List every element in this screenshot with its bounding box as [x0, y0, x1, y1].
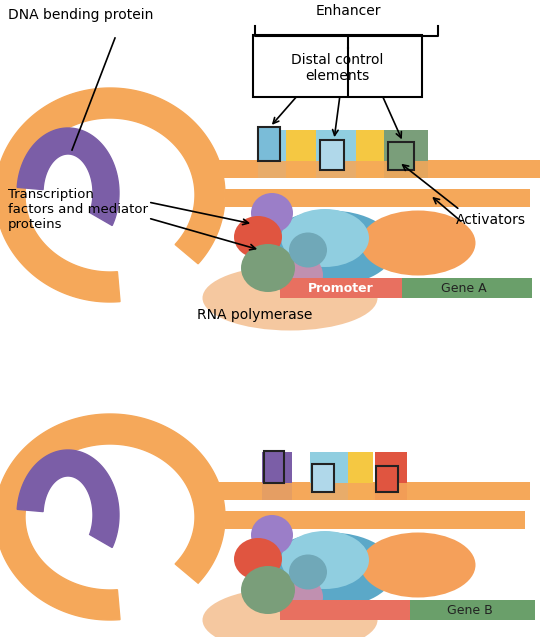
Bar [356, 130, 384, 178]
Ellipse shape [273, 575, 323, 619]
Polygon shape [0, 88, 225, 302]
Ellipse shape [251, 193, 293, 233]
Text: Activators: Activators [456, 213, 526, 227]
Ellipse shape [202, 266, 378, 331]
Bar [316, 130, 356, 178]
Polygon shape [0, 414, 225, 620]
Ellipse shape [281, 209, 369, 267]
Bar [384, 130, 428, 178]
Bar [225, 189, 530, 207]
Bar [215, 160, 540, 178]
Text: Gene A: Gene A [441, 282, 487, 294]
Ellipse shape [265, 533, 395, 608]
Bar [215, 482, 530, 500]
Text: Enhancer: Enhancer [316, 4, 381, 18]
Ellipse shape [273, 253, 323, 297]
Ellipse shape [234, 538, 282, 580]
Bar [375, 452, 407, 500]
Bar [280, 278, 402, 298]
Ellipse shape [241, 566, 295, 614]
FancyBboxPatch shape [264, 451, 284, 483]
Text: Promoter: Promoter [308, 282, 374, 294]
Bar [262, 452, 292, 500]
Ellipse shape [289, 554, 327, 589]
Bar [410, 600, 535, 620]
Ellipse shape [241, 244, 295, 292]
Bar [215, 483, 530, 500]
Polygon shape [17, 450, 119, 547]
Bar [310, 452, 348, 500]
Bar [225, 190, 530, 207]
Ellipse shape [202, 587, 378, 637]
Ellipse shape [289, 233, 327, 268]
Bar [225, 512, 525, 529]
Text: DNA bending protein: DNA bending protein [8, 8, 153, 22]
FancyBboxPatch shape [320, 140, 344, 170]
Ellipse shape [361, 210, 475, 275]
FancyBboxPatch shape [253, 35, 422, 97]
Bar [280, 600, 410, 620]
Text: Gene B: Gene B [447, 603, 493, 617]
Bar [215, 161, 540, 178]
FancyBboxPatch shape [376, 466, 398, 492]
Ellipse shape [251, 515, 293, 555]
Polygon shape [17, 128, 119, 225]
Text: Distal control
elements: Distal control elements [292, 53, 384, 83]
Ellipse shape [281, 531, 369, 589]
Text: RNA polymerase: RNA polymerase [197, 308, 313, 322]
FancyBboxPatch shape [388, 142, 414, 170]
Bar [286, 130, 316, 178]
Ellipse shape [234, 216, 282, 258]
FancyBboxPatch shape [312, 464, 334, 492]
FancyBboxPatch shape [258, 127, 280, 161]
Ellipse shape [361, 533, 475, 598]
Bar [348, 452, 373, 500]
Bar [225, 511, 525, 529]
Bar [402, 278, 532, 298]
Bar [258, 130, 286, 178]
Text: Transcription
factors and mediator
proteins: Transcription factors and mediator prote… [8, 188, 148, 231]
Ellipse shape [265, 210, 395, 285]
